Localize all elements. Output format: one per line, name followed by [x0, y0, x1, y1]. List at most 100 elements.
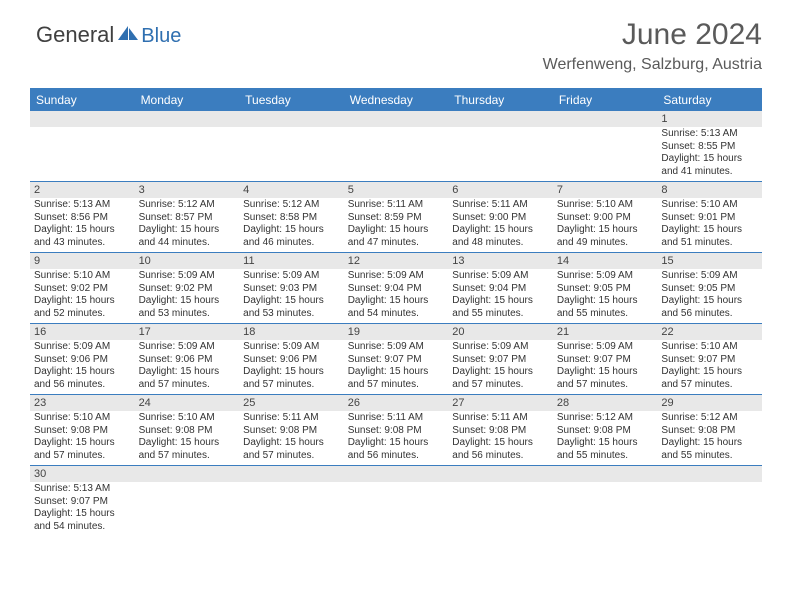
- day-detail: Sunrise: 5:09 AMSunset: 9:05 PMDaylight:…: [553, 269, 658, 323]
- day-detail: [344, 127, 449, 181]
- day-number: 10: [135, 253, 240, 269]
- daylight-text: Daylight: 15 hours and 55 minutes.: [557, 295, 654, 320]
- day-number: [448, 466, 553, 482]
- sunset-text: Sunset: 9:00 PM: [452, 212, 549, 225]
- daylight-text: Daylight: 15 hours and 57 minutes.: [661, 366, 758, 391]
- detail-row: Sunrise: 5:13 AMSunset: 8:56 PMDaylight:…: [30, 198, 762, 253]
- sunrise-text: Sunrise: 5:09 AM: [452, 341, 549, 354]
- day-detail: [239, 482, 344, 536]
- sunset-text: Sunset: 9:08 PM: [139, 425, 236, 438]
- day-number: 29: [657, 395, 762, 411]
- day-number: [344, 466, 449, 482]
- daylight-text: Daylight: 15 hours and 55 minutes.: [661, 437, 758, 462]
- sunrise-text: Sunrise: 5:09 AM: [661, 270, 758, 283]
- sunset-text: Sunset: 9:02 PM: [34, 283, 131, 296]
- day-detail: Sunrise: 5:09 AMSunset: 9:02 PMDaylight:…: [135, 269, 240, 323]
- daylight-text: Daylight: 15 hours and 57 minutes.: [139, 437, 236, 462]
- daynum-row: 16171819202122: [30, 324, 762, 340]
- day-number: 4: [239, 182, 344, 198]
- day-detail: [553, 127, 658, 181]
- day-detail: Sunrise: 5:09 AMSunset: 9:04 PMDaylight:…: [344, 269, 449, 323]
- day-detail: Sunrise: 5:09 AMSunset: 9:07 PMDaylight:…: [344, 340, 449, 394]
- day-number: 24: [135, 395, 240, 411]
- daylight-text: Daylight: 15 hours and 46 minutes.: [243, 224, 340, 249]
- daynum-row: 1: [30, 111, 762, 127]
- daylight-text: Daylight: 15 hours and 47 minutes.: [348, 224, 445, 249]
- daylight-text: Daylight: 15 hours and 57 minutes.: [139, 366, 236, 391]
- daylight-text: Daylight: 15 hours and 44 minutes.: [139, 224, 236, 249]
- daylight-text: Daylight: 15 hours and 56 minutes.: [452, 437, 549, 462]
- daylight-text: Daylight: 15 hours and 52 minutes.: [34, 295, 131, 320]
- sunset-text: Sunset: 9:07 PM: [557, 354, 654, 367]
- logo: General Blue: [36, 22, 181, 48]
- day-number: [553, 111, 658, 127]
- page-header: General Blue June 2024 Werfenweng, Salzb…: [0, 0, 792, 82]
- detail-row: Sunrise: 5:10 AMSunset: 9:08 PMDaylight:…: [30, 411, 762, 466]
- daylight-text: Daylight: 15 hours and 43 minutes.: [34, 224, 131, 249]
- day-detail: Sunrise: 5:11 AMSunset: 9:08 PMDaylight:…: [239, 411, 344, 465]
- day-number: 14: [553, 253, 658, 269]
- day-detail: Sunrise: 5:13 AMSunset: 8:56 PMDaylight:…: [30, 198, 135, 252]
- detail-row: Sunrise: 5:09 AMSunset: 9:06 PMDaylight:…: [30, 340, 762, 395]
- day-number: [135, 111, 240, 127]
- sunrise-text: Sunrise: 5:09 AM: [348, 341, 445, 354]
- sunset-text: Sunset: 9:05 PM: [661, 283, 758, 296]
- day-detail: [344, 482, 449, 536]
- day-number: [239, 111, 344, 127]
- day-detail: Sunrise: 5:12 AMSunset: 9:08 PMDaylight:…: [553, 411, 658, 465]
- day-number: [553, 466, 658, 482]
- day-detail: Sunrise: 5:12 AMSunset: 8:57 PMDaylight:…: [135, 198, 240, 252]
- daylight-text: Daylight: 15 hours and 57 minutes.: [348, 366, 445, 391]
- day-number: 30: [30, 466, 135, 482]
- sunrise-text: Sunrise: 5:10 AM: [34, 270, 131, 283]
- day-detail: [239, 127, 344, 181]
- sunset-text: Sunset: 9:08 PM: [34, 425, 131, 438]
- day-number: 16: [30, 324, 135, 340]
- day-number: 17: [135, 324, 240, 340]
- sunset-text: Sunset: 9:03 PM: [243, 283, 340, 296]
- sunrise-text: Sunrise: 5:10 AM: [661, 199, 758, 212]
- day-detail: Sunrise: 5:12 AMSunset: 9:08 PMDaylight:…: [657, 411, 762, 465]
- day-detail: Sunrise: 5:09 AMSunset: 9:07 PMDaylight:…: [448, 340, 553, 394]
- sunset-text: Sunset: 9:08 PM: [452, 425, 549, 438]
- sunset-text: Sunset: 8:59 PM: [348, 212, 445, 225]
- daylight-text: Daylight: 15 hours and 51 minutes.: [661, 224, 758, 249]
- day-detail: Sunrise: 5:11 AMSunset: 9:08 PMDaylight:…: [448, 411, 553, 465]
- daylight-text: Daylight: 15 hours and 53 minutes.: [243, 295, 340, 320]
- day-detail: Sunrise: 5:09 AMSunset: 9:06 PMDaylight:…: [135, 340, 240, 394]
- daylight-text: Daylight: 15 hours and 41 minutes.: [661, 153, 758, 178]
- logo-text-blue: Blue: [141, 25, 181, 48]
- sunrise-text: Sunrise: 5:12 AM: [557, 412, 654, 425]
- sunset-text: Sunset: 9:04 PM: [452, 283, 549, 296]
- sunrise-text: Sunrise: 5:13 AM: [34, 199, 131, 212]
- day-detail: Sunrise: 5:11 AMSunset: 8:59 PMDaylight:…: [344, 198, 449, 252]
- daylight-text: Daylight: 15 hours and 57 minutes.: [243, 366, 340, 391]
- day-label: Monday: [135, 89, 240, 111]
- sunrise-text: Sunrise: 5:10 AM: [557, 199, 654, 212]
- sunset-text: Sunset: 9:00 PM: [557, 212, 654, 225]
- sunset-text: Sunset: 9:08 PM: [348, 425, 445, 438]
- sunset-text: Sunset: 8:58 PM: [243, 212, 340, 225]
- day-number: 26: [344, 395, 449, 411]
- day-detail: [135, 482, 240, 536]
- day-detail: [657, 482, 762, 536]
- daylight-text: Daylight: 15 hours and 49 minutes.: [557, 224, 654, 249]
- day-detail: Sunrise: 5:09 AMSunset: 9:03 PMDaylight:…: [239, 269, 344, 323]
- sunrise-text: Sunrise: 5:09 AM: [139, 341, 236, 354]
- day-number: 5: [344, 182, 449, 198]
- sunrise-text: Sunrise: 5:10 AM: [139, 412, 236, 425]
- sunset-text: Sunset: 9:01 PM: [661, 212, 758, 225]
- detail-row: Sunrise: 5:13 AMSunset: 8:55 PMDaylight:…: [30, 127, 762, 182]
- day-number: [448, 111, 553, 127]
- day-number: 28: [553, 395, 658, 411]
- sunset-text: Sunset: 8:57 PM: [139, 212, 236, 225]
- sunrise-text: Sunrise: 5:13 AM: [661, 128, 758, 141]
- day-label: Tuesday: [239, 89, 344, 111]
- sunrise-text: Sunrise: 5:09 AM: [34, 341, 131, 354]
- day-detail: Sunrise: 5:10 AMSunset: 9:08 PMDaylight:…: [135, 411, 240, 465]
- day-label: Saturday: [657, 89, 762, 111]
- day-detail: Sunrise: 5:10 AMSunset: 9:08 PMDaylight:…: [30, 411, 135, 465]
- day-number: 12: [344, 253, 449, 269]
- sunset-text: Sunset: 9:08 PM: [557, 425, 654, 438]
- day-number: [344, 111, 449, 127]
